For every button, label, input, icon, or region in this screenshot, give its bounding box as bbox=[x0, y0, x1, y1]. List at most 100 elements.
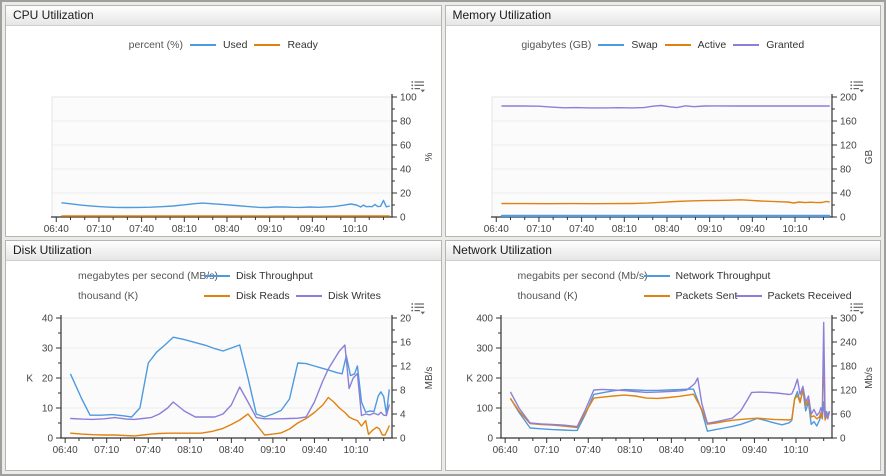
svg-text:09:10: 09:10 bbox=[700, 445, 725, 456]
svg-text:0: 0 bbox=[840, 212, 846, 223]
svg-text:%: % bbox=[424, 152, 435, 161]
svg-text:08:10: 08:10 bbox=[617, 445, 642, 456]
chart-options-icon[interactable] bbox=[850, 302, 865, 315]
legend-swatch-network-throughput bbox=[643, 274, 670, 277]
svg-text:40: 40 bbox=[840, 188, 852, 199]
svg-text:06:40: 06:40 bbox=[53, 445, 78, 456]
svg-text:10:10: 10:10 bbox=[783, 445, 808, 456]
panel-header: Network Utilization bbox=[445, 240, 880, 261]
svg-text:09:40: 09:40 bbox=[741, 445, 766, 456]
svg-text:07:40: 07:40 bbox=[136, 445, 161, 456]
chart-options-icon[interactable] bbox=[410, 80, 426, 93]
legend-entry: Network Throughput bbox=[643, 270, 770, 282]
disk-chart: 06:40 07:10 07:40 08:10 08:40 09:10 09:40 10:10… bbox=[26, 314, 435, 457]
svg-text:09:40: 09:40 bbox=[739, 224, 764, 235]
legend-swatch-used bbox=[189, 44, 216, 46]
legend-label-packets-received: Packets Received bbox=[767, 289, 852, 302]
legend-label-disk-throughput: Disk Throughput bbox=[236, 269, 313, 282]
panel-body: percent (%) Used Ready 06:40 07:10 07:40 08… bbox=[6, 39, 441, 236]
legend-unit: gigabytes (GB) bbox=[521, 39, 592, 51]
svg-text:10:10: 10:10 bbox=[343, 445, 368, 456]
svg-text:16: 16 bbox=[400, 338, 412, 349]
svg-text:0: 0 bbox=[487, 434, 493, 445]
svg-text:300: 300 bbox=[840, 314, 857, 325]
legend-unit: megabits per second (Mb/s) bbox=[517, 269, 648, 282]
svg-text:08:10: 08:10 bbox=[177, 445, 202, 456]
svg-text:08:10: 08:10 bbox=[611, 224, 636, 235]
legend-unit: thousand (K) bbox=[517, 289, 578, 302]
legend-label-disk-reads: Disk Reads bbox=[236, 289, 290, 302]
panel-title: Memory Utilization bbox=[452, 8, 552, 22]
legend-swatch-ready bbox=[254, 44, 281, 46]
panel-title: Network Utilization bbox=[452, 242, 552, 257]
legend-entry: Packets Received bbox=[735, 289, 852, 302]
svg-text:40: 40 bbox=[400, 164, 412, 175]
legend-label-active: Active bbox=[697, 39, 727, 51]
legend-row: thousand (K) Disk Reads Disk Writes bbox=[6, 290, 441, 310]
svg-text:160: 160 bbox=[840, 116, 857, 127]
svg-text:100: 100 bbox=[400, 92, 417, 103]
svg-text:10:10: 10:10 bbox=[342, 224, 367, 235]
legend-label-disk-writes: Disk Writes bbox=[328, 289, 381, 302]
svg-text:07:40: 07:40 bbox=[569, 224, 594, 235]
network-chart: 06:40 07:10 07:40 08:10 08:40 09:10 09:40 10:10… bbox=[466, 314, 875, 457]
legend-swatch-granted bbox=[733, 44, 760, 46]
svg-text:240: 240 bbox=[840, 338, 857, 349]
legend-label-packets-sent: Packets Sent bbox=[675, 289, 738, 302]
svg-text:80: 80 bbox=[400, 116, 412, 127]
svg-text:200: 200 bbox=[476, 374, 493, 385]
svg-text:GB: GB bbox=[864, 149, 875, 164]
svg-text:MB/s: MB/s bbox=[424, 367, 435, 390]
svg-text:60: 60 bbox=[840, 410, 852, 421]
svg-text:09:40: 09:40 bbox=[300, 224, 325, 235]
svg-text:20: 20 bbox=[400, 188, 412, 199]
legend-entry: Packets Sent bbox=[643, 289, 738, 302]
legend-swatch-packets-received bbox=[735, 294, 762, 297]
svg-text:07:40: 07:40 bbox=[575, 445, 600, 456]
legend-label-granted: Granted bbox=[766, 39, 805, 51]
chart-options-icon[interactable] bbox=[410, 302, 426, 315]
svg-text:07:10: 07:10 bbox=[86, 224, 111, 235]
svg-text:120: 120 bbox=[840, 140, 857, 151]
svg-text:07:40: 07:40 bbox=[129, 224, 154, 235]
legend-row: thousand (K) Packets Sent Packets Receiv… bbox=[446, 290, 881, 310]
chart-options-icon[interactable] bbox=[850, 80, 865, 93]
svg-text:20: 20 bbox=[42, 374, 54, 385]
svg-text:07:10: 07:10 bbox=[94, 445, 119, 456]
svg-text:06:40: 06:40 bbox=[483, 224, 508, 235]
panel-header: Disk Utilization bbox=[6, 240, 441, 261]
svg-text:08:40: 08:40 bbox=[214, 224, 239, 235]
svg-text:8: 8 bbox=[400, 386, 406, 397]
svg-text:300: 300 bbox=[476, 344, 493, 355]
panel-header: Memory Utilization bbox=[445, 6, 880, 26]
svg-text:60: 60 bbox=[400, 140, 412, 151]
svg-text:100: 100 bbox=[476, 404, 493, 415]
svg-text:Mb/s: Mb/s bbox=[864, 367, 875, 389]
legend-swatch-disk-reads bbox=[204, 294, 230, 297]
svg-text:400: 400 bbox=[476, 314, 493, 325]
svg-text:10: 10 bbox=[42, 404, 54, 415]
svg-text:08:10: 08:10 bbox=[172, 224, 197, 235]
legend-entry: Disk Throughput bbox=[204, 270, 313, 282]
svg-text:0: 0 bbox=[47, 434, 53, 445]
svg-text:08:40: 08:40 bbox=[658, 445, 683, 456]
svg-text:20: 20 bbox=[400, 314, 412, 325]
legend-swatch-swap bbox=[598, 44, 625, 46]
svg-text:120: 120 bbox=[840, 386, 857, 397]
panel-body: gigabytes (GB) Swap Active Granted 06:40… bbox=[446, 39, 881, 236]
chart-legend: percent (%) Used Ready bbox=[6, 39, 441, 51]
chart-legend: gigabytes (GB) Swap Active Granted bbox=[446, 39, 881, 51]
panel-cpu-utilization: CPU Utilization percent (%) Used Ready 0… bbox=[5, 5, 442, 237]
legend-entry: Disk Writes bbox=[296, 290, 381, 302]
svg-text:07:10: 07:10 bbox=[526, 224, 551, 235]
legend-unit: thousand (K) bbox=[78, 289, 139, 302]
chart-legend: megabytes per second (MB/s) Disk Through… bbox=[6, 270, 441, 310]
legend-row: megabytes per second (MB/s) Disk Through… bbox=[6, 270, 441, 290]
legend-swatch-disk-throughput bbox=[204, 274, 230, 277]
svg-text:0: 0 bbox=[840, 434, 846, 445]
svg-text:07:10: 07:10 bbox=[534, 445, 559, 456]
cpu-chart: 06:40 07:10 07:40 08:10 08:40 09:10 09:40 10:10… bbox=[44, 92, 435, 235]
svg-text:0: 0 bbox=[400, 212, 406, 223]
panel-body: megabytes per second (MB/s) Disk Through… bbox=[6, 261, 441, 471]
